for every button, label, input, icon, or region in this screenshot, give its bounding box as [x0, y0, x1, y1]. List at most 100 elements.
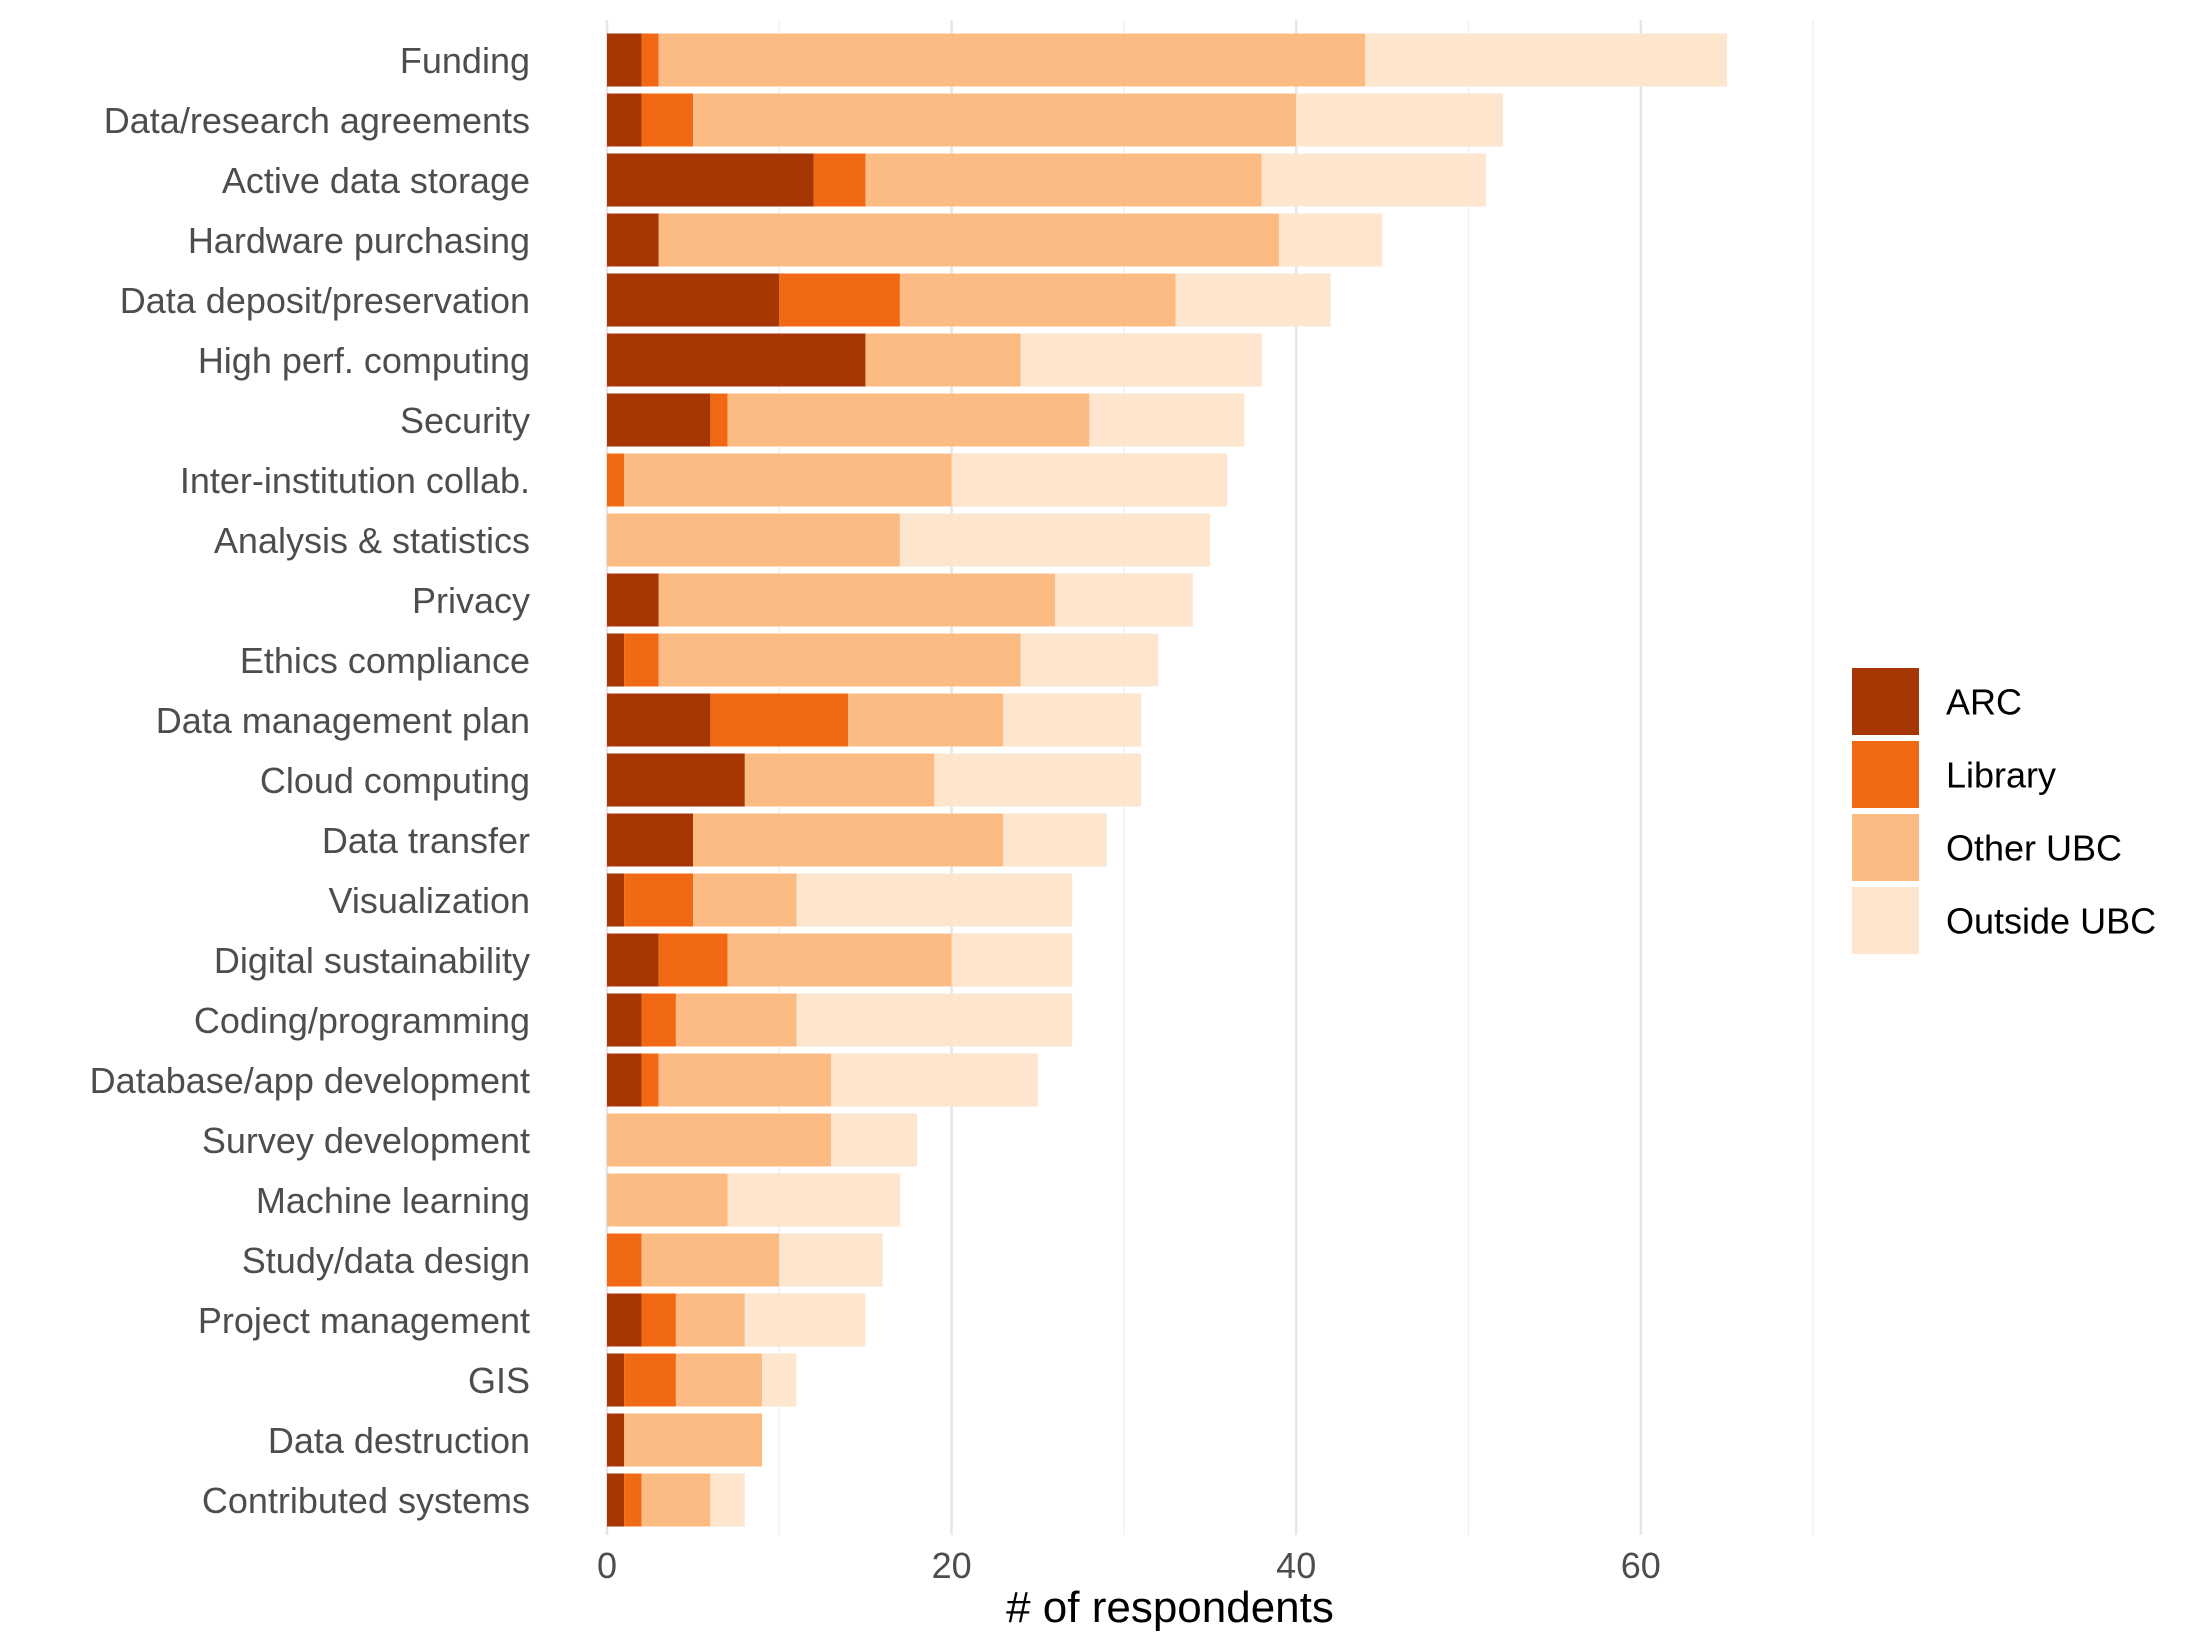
bar-segment-arc: [607, 1413, 625, 1467]
category-label: GIS: [468, 1360, 530, 1401]
legend-label: Library: [1946, 755, 2056, 796]
bar-segment-outside-ubc: [1003, 693, 1142, 747]
bar-segment-arc: [607, 1293, 642, 1347]
category-label: Security: [400, 400, 530, 441]
bar-segment-arc: [607, 873, 625, 927]
legend-label: Other UBC: [1946, 828, 2122, 869]
bar-segment-arc: [607, 1473, 625, 1527]
bar-segment-outside-ubc: [796, 993, 1073, 1047]
category-label: Data management plan: [156, 700, 530, 741]
bar-segment-outside-ubc: [1003, 813, 1107, 867]
bar-segment-arc: [607, 813, 694, 867]
legend-key-outside-ubc: [1852, 887, 1919, 954]
category-label: Cloud computing: [260, 760, 530, 801]
category-label: Data destruction: [268, 1420, 530, 1461]
category-labels: Funding Data/research agreements Active da…: [90, 40, 530, 1521]
bar-segment-library: [624, 1353, 676, 1407]
legend-label: Outside UBC: [1946, 901, 2156, 942]
bar-segment-outside-ubc: [1054, 573, 1193, 627]
bar-segment-library: [607, 453, 625, 507]
x-axis-title: # of respondents: [1006, 1583, 1334, 1632]
bar-segment-other-ubc: [624, 1413, 763, 1467]
bar-segment-outside-ubc: [1278, 213, 1383, 267]
bar-segment-outside-ubc: [830, 1053, 1038, 1107]
bar-segment-other-ubc: [693, 813, 1004, 867]
bar-segment-other-ubc: [744, 753, 935, 807]
bar-segment-outside-ubc: [779, 1233, 883, 1287]
bars-layer: [607, 33, 1727, 1527]
bar-segment-other-ubc: [658, 633, 1021, 687]
category-label: Funding: [400, 40, 530, 81]
bar-segment-outside-ubc: [1365, 33, 1727, 87]
bar-segment-library: [641, 1053, 659, 1107]
legend-key-other-ubc: [1852, 814, 1919, 881]
bar-segment-arc: [607, 33, 642, 87]
bar-segment-library: [813, 153, 866, 207]
bar-segment-other-ubc: [848, 693, 1004, 747]
bar-segment-arc: [607, 273, 780, 327]
bar-segment-outside-ubc: [1020, 633, 1159, 687]
x-tick-label: 60: [1621, 1545, 1661, 1586]
bar-segment-other-ubc: [658, 33, 1366, 87]
x-tick-label: 20: [932, 1545, 972, 1586]
category-label: Data deposit/preservation: [120, 280, 530, 321]
category-label: Active data storage: [222, 160, 530, 201]
bar-segment-other-ubc: [727, 933, 952, 987]
bar-segment-arc: [607, 633, 625, 687]
bar-segment-outside-ubc: [951, 933, 1073, 987]
bar-segment-other-ubc: [658, 213, 1279, 267]
bar-segment-outside-ubc: [727, 1173, 900, 1227]
bar-segment-arc: [607, 993, 642, 1047]
x-tick-labels: 0 20 40 60: [597, 1545, 1661, 1586]
category-label: Hardware purchasing: [188, 220, 530, 261]
bar-segment-outside-ubc: [934, 753, 1142, 807]
legend-key-library: [1852, 741, 1919, 808]
category-label: Study/data design: [242, 1240, 530, 1281]
bar-segment-other-ubc: [693, 873, 797, 927]
bar-segment-other-ubc: [675, 1293, 745, 1347]
bar-segment-outside-ubc: [1261, 153, 1486, 207]
bar-segment-arc: [607, 693, 711, 747]
bar-segment-library: [658, 933, 728, 987]
bar-segment-outside-ubc: [899, 513, 1211, 567]
category-label: Data transfer: [322, 820, 530, 861]
category-label: Privacy: [412, 580, 530, 621]
x-tick-label: 40: [1276, 1545, 1316, 1586]
bar-segment-other-ubc: [607, 1173, 728, 1227]
bar-segment-outside-ubc: [796, 873, 1073, 927]
bar-segment-library: [710, 693, 849, 747]
bar-segment-arc: [607, 393, 711, 447]
bar-segment-other-ubc: [693, 93, 1297, 147]
bar-segment-arc: [607, 1053, 642, 1107]
category-label: Visualization: [329, 880, 530, 921]
category-label: Survey development: [202, 1120, 530, 1161]
bar-segment-other-ubc: [624, 453, 952, 507]
legend-key-arc: [1852, 668, 1919, 735]
bar-segment-arc: [607, 573, 659, 627]
bar-segment-other-ubc: [865, 153, 1262, 207]
bar-segment-arc: [607, 213, 659, 267]
bar-segment-other-ubc: [641, 1473, 711, 1527]
category-label: Data/research agreements: [104, 100, 530, 141]
bar-segment-other-ubc: [607, 1113, 831, 1167]
bar-segment-arc: [607, 933, 659, 987]
category-label: Contributed systems: [202, 1480, 530, 1521]
bar-segment-library: [710, 393, 728, 447]
bar-segment-outside-ubc: [951, 453, 1228, 507]
bar-segment-library: [641, 993, 676, 1047]
bar-segment-library: [624, 1473, 642, 1527]
bar-segment-arc: [607, 333, 866, 387]
bar-segment-library: [641, 93, 694, 147]
bar-segment-library: [641, 1293, 676, 1347]
bar-segment-outside-ubc: [1175, 273, 1331, 327]
bar-segment-other-ubc: [899, 273, 1176, 327]
bar-segment-other-ubc: [865, 333, 1021, 387]
bar-segment-library: [779, 273, 900, 327]
category-label: Inter-institution collab.: [180, 460, 530, 501]
bar-segment-other-ubc: [658, 1053, 831, 1107]
bar-segment-outside-ubc: [710, 1473, 745, 1527]
category-label: Analysis & statistics: [214, 520, 530, 561]
bar-segment-other-ubc: [658, 573, 1055, 627]
